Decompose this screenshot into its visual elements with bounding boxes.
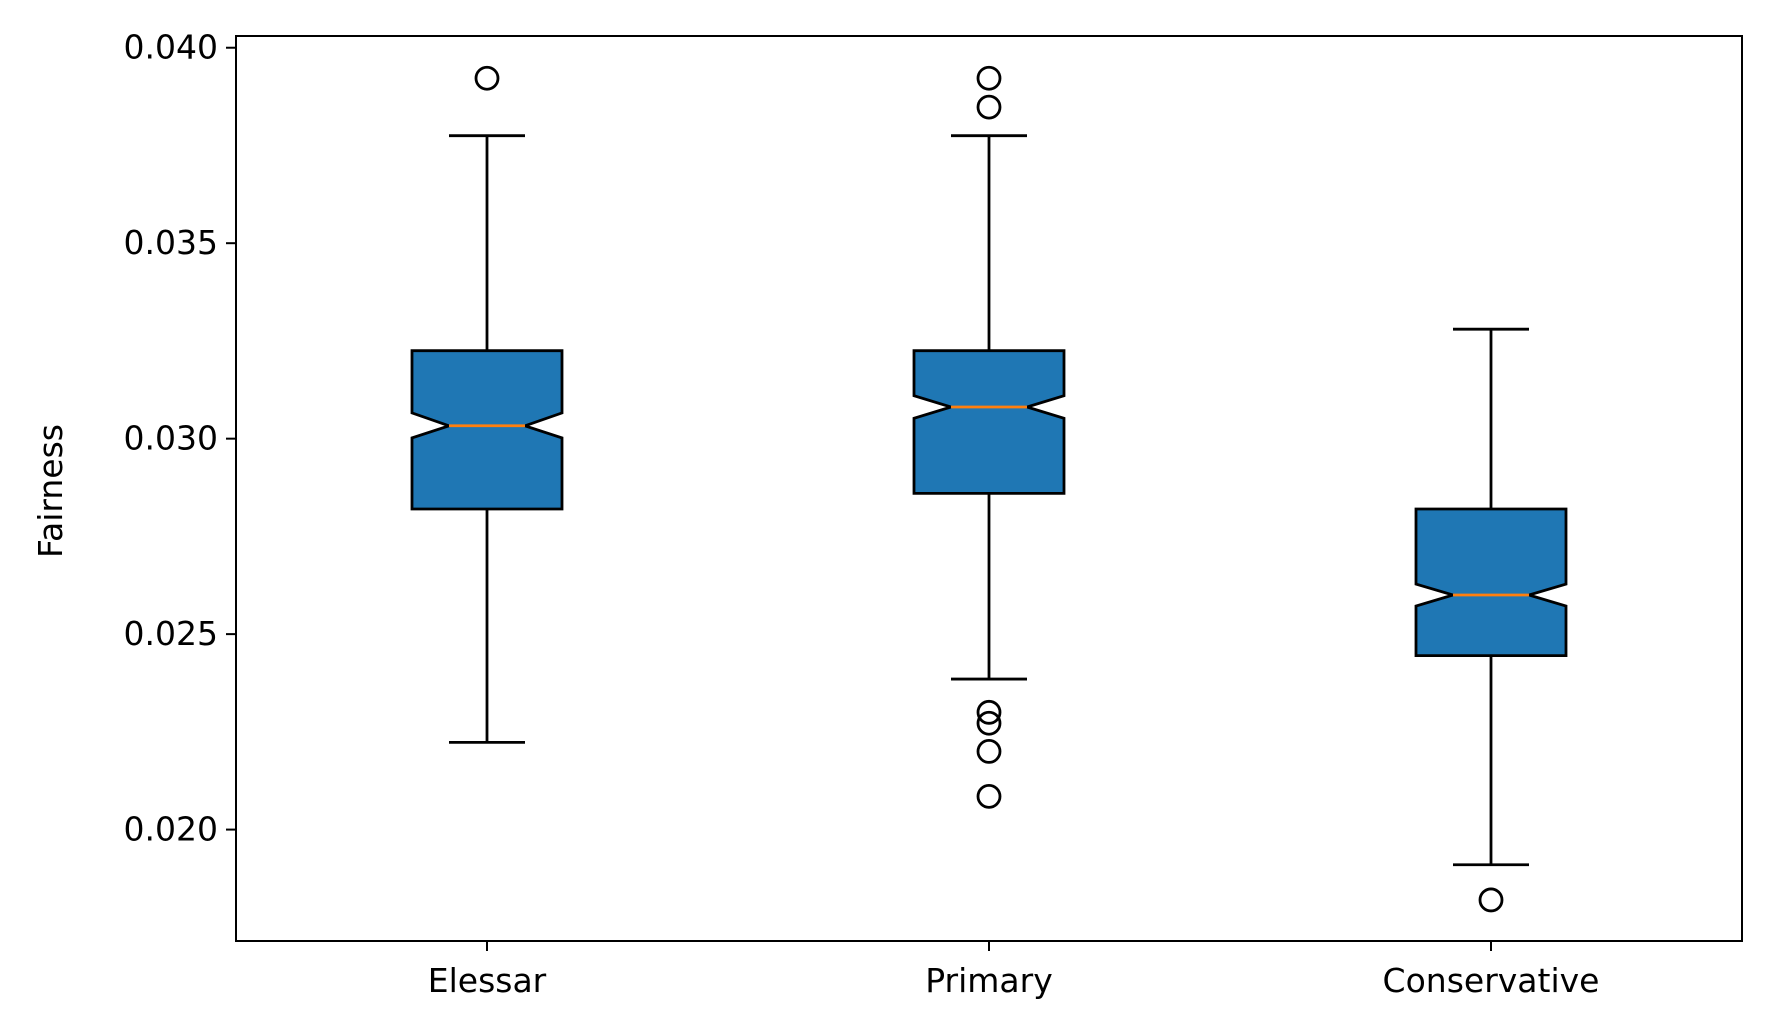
y-axis: 0.020 0.025 0.030 0.035 0.040 [124, 28, 236, 849]
box [912, 349, 1066, 495]
x-tick-label: Primary [925, 961, 1053, 1000]
box [1414, 507, 1568, 657]
box-group-primary [912, 65, 1066, 809]
outlier-point [1478, 887, 1504, 913]
y-axis-title: Fairness [31, 424, 70, 558]
y-tick-label: 0.035 [124, 223, 218, 262]
outlier-point [976, 94, 1002, 120]
x-axis: Elessar Primary Conservative [428, 941, 1600, 1000]
outlier-point [976, 65, 1002, 91]
y-tick-label: 0.040 [124, 28, 218, 67]
outlier-point [474, 65, 500, 91]
box-group-elessar [410, 65, 564, 744]
box [410, 349, 564, 511]
box-group-conservative [1414, 327, 1568, 913]
x-tick-label: Elessar [428, 961, 547, 1000]
y-tick-label: 0.025 [124, 614, 218, 653]
plot-marks [410, 65, 1568, 913]
y-tick-label: 0.020 [124, 810, 218, 849]
outlier-point [976, 783, 1002, 809]
outlier-point [976, 738, 1002, 764]
y-tick-label: 0.030 [124, 419, 218, 458]
outlier-point [976, 710, 1002, 736]
outlier-point [976, 699, 1002, 725]
x-tick-label: Conservative [1383, 961, 1600, 1000]
